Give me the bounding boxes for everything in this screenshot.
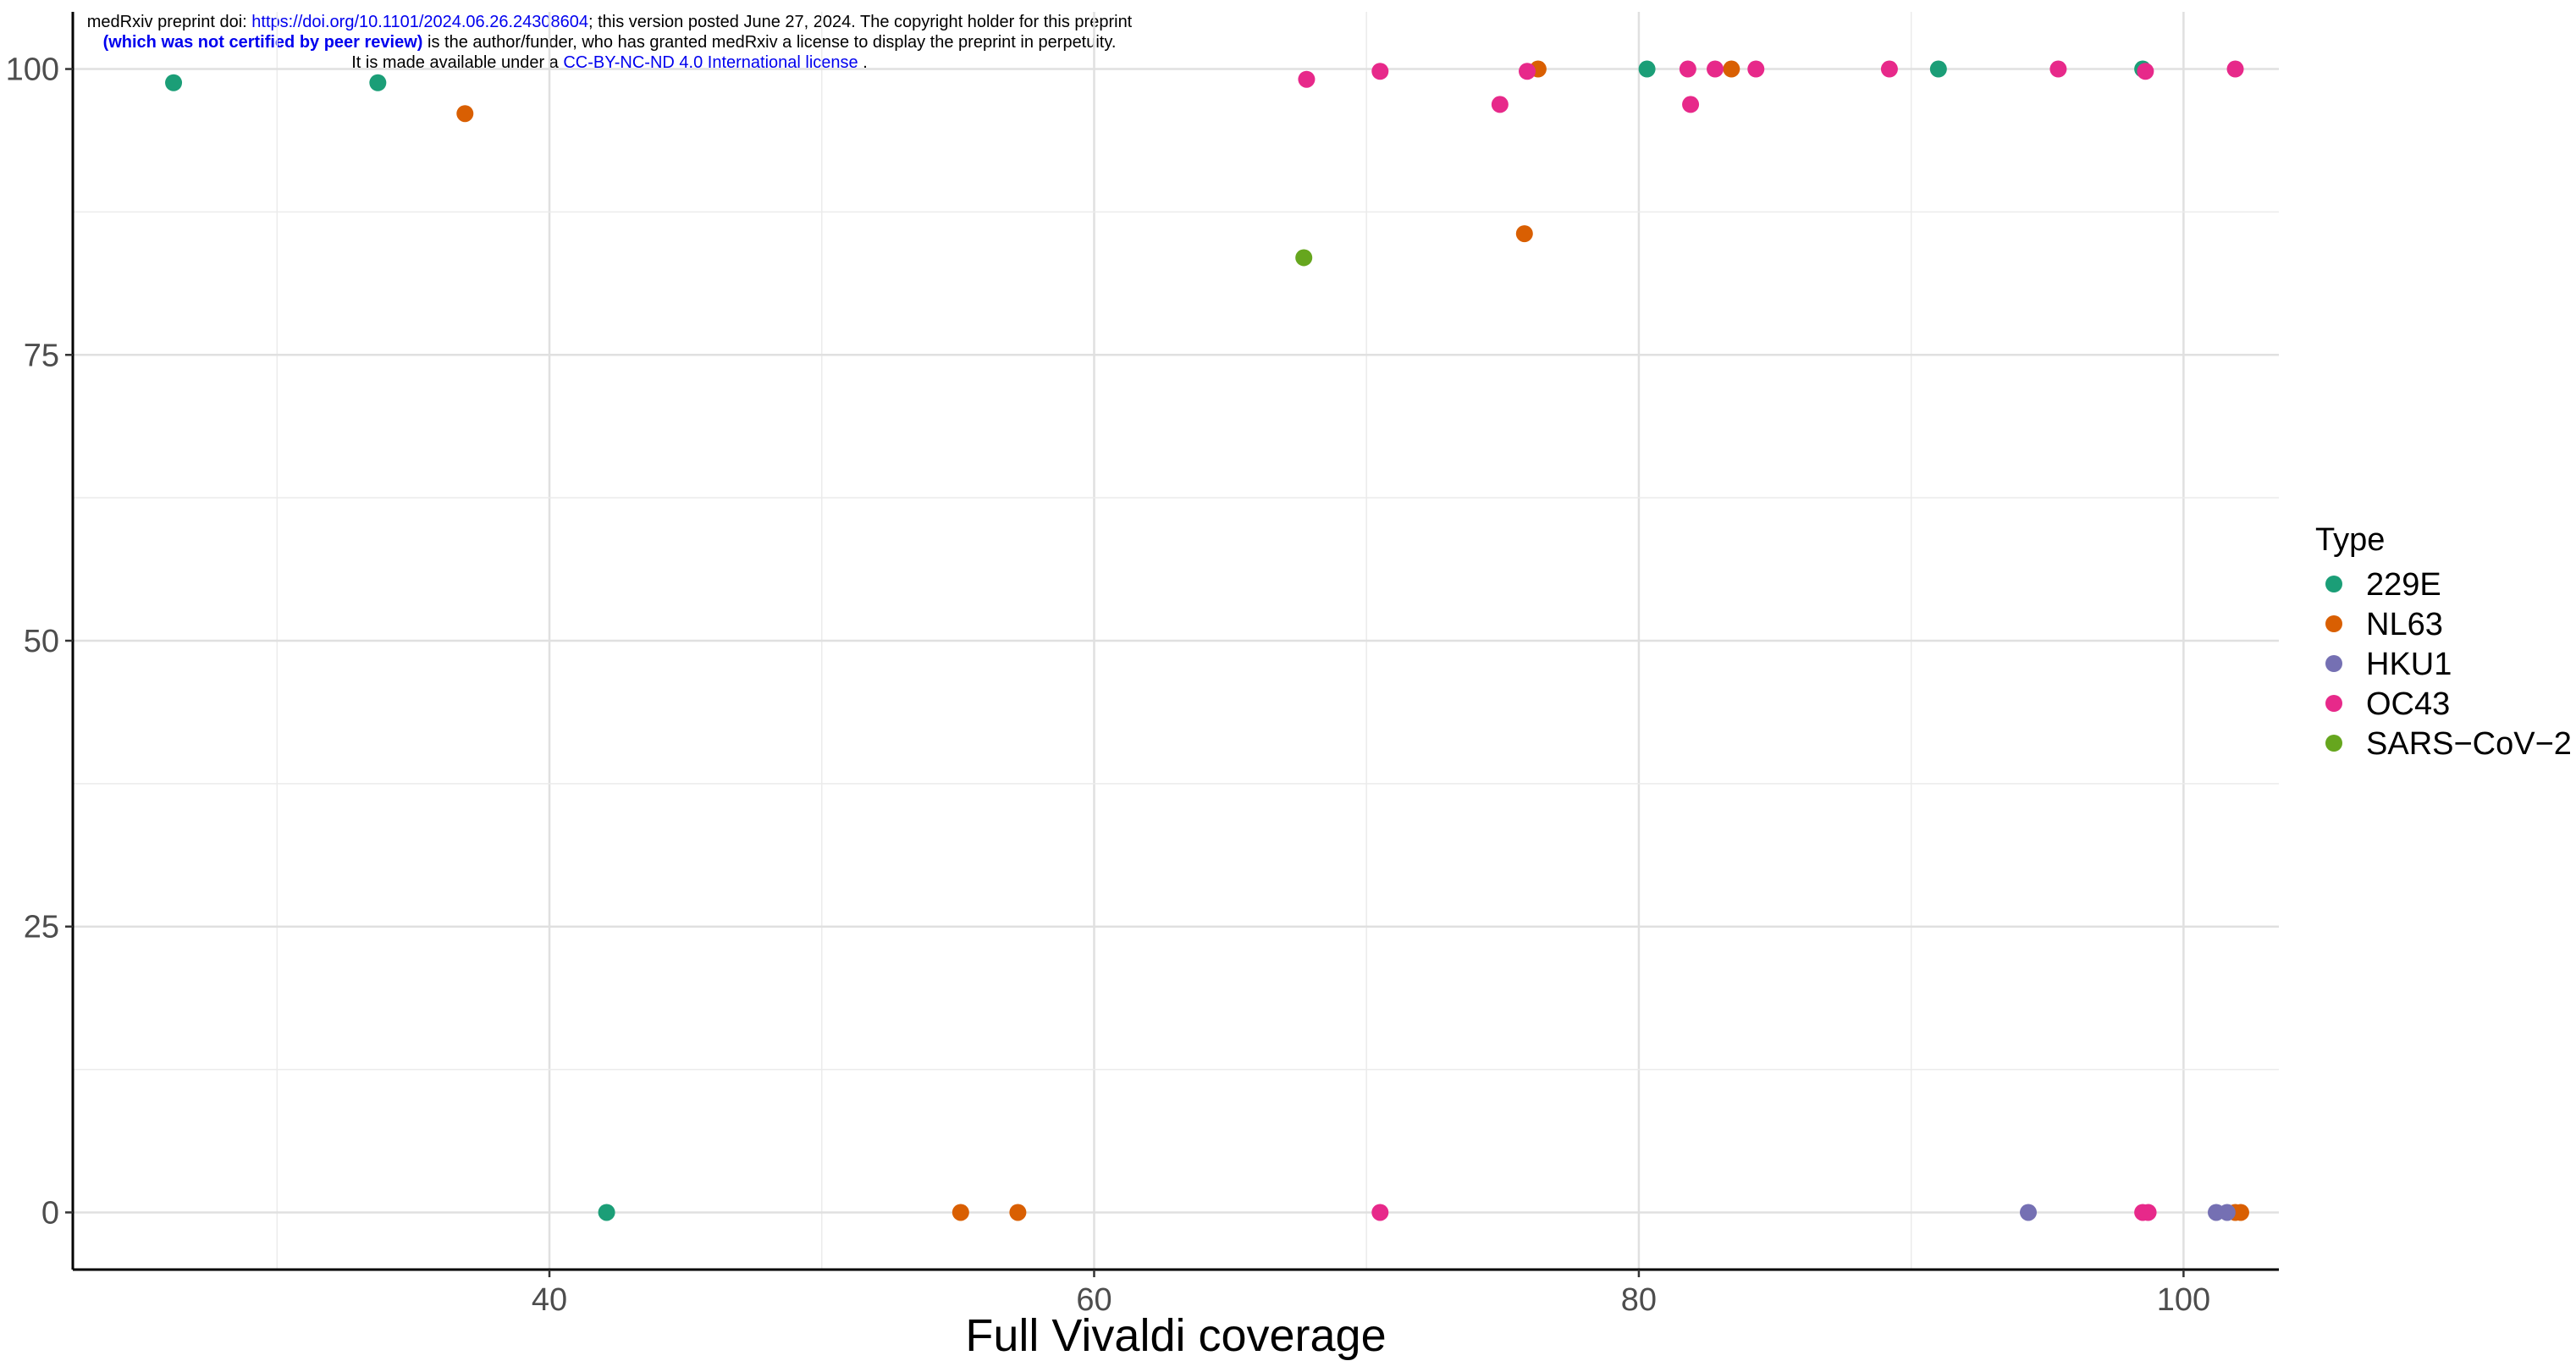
banner-line-2: (which was not certified by peer review)… bbox=[0, 32, 1219, 52]
peer-review-notice[interactable]: (which was not certified by peer review) bbox=[102, 33, 423, 52]
tick-labels: 40 60 80 100 0 25 50 75 100 bbox=[6, 52, 2211, 1318]
legend-key-oc43 bbox=[2325, 695, 2342, 712]
point-oc43 bbox=[1298, 70, 1316, 88]
point-nl63 bbox=[456, 105, 474, 123]
point-oc43 bbox=[1519, 63, 1536, 80]
banner-license-text: is the author/funder, who has granted me… bbox=[422, 33, 1117, 52]
point-oc43 bbox=[2139, 1204, 2157, 1221]
point-oc43 bbox=[1880, 60, 1898, 78]
point-229e bbox=[1929, 60, 1947, 78]
point-oc43 bbox=[1679, 60, 1696, 78]
point-oc43 bbox=[2137, 63, 2154, 80]
banner-line-3: It is made available under a CC-BY-NC-ND… bbox=[0, 52, 1219, 73]
y-tick-label: 75 bbox=[24, 338, 59, 373]
license-link[interactable]: CC-BY-NC-ND 4.0 International license bbox=[563, 53, 858, 72]
y-tick-label: 100 bbox=[6, 52, 59, 88]
point-229e bbox=[1638, 60, 1656, 78]
banner-doi-prefix: medRxiv preprint doi: bbox=[86, 13, 252, 31]
point-nl63 bbox=[2231, 1204, 2249, 1221]
y-tick-label: 50 bbox=[24, 624, 59, 659]
preprint-banner: medRxiv preprint doi: https://doi.org/10… bbox=[0, 12, 1219, 73]
x-tick-label: 40 bbox=[532, 1282, 567, 1318]
point-oc43 bbox=[1747, 60, 1765, 78]
legend-label-229e: 229E bbox=[2366, 567, 2441, 603]
point-oc43 bbox=[2226, 60, 2244, 78]
x-axis-title: Full Vivaldi coverage bbox=[965, 1310, 1386, 1361]
legend: Type 229E NL63 HKU1 OC43 SARS−CoV−2 bbox=[2315, 522, 2572, 762]
point-oc43 bbox=[1371, 1204, 1389, 1221]
legend-label-sars-cov-2: SARS−CoV−2 bbox=[2366, 726, 2572, 762]
doi-link[interactable]: https://doi.org/10.1101/2024.06.26.24308… bbox=[251, 13, 589, 31]
point-sars-cov-2 bbox=[1295, 249, 1313, 267]
point-nl63 bbox=[1515, 225, 1533, 243]
point-nl63 bbox=[1009, 1204, 1027, 1221]
point-229e bbox=[598, 1204, 615, 1221]
point-oc43 bbox=[1707, 60, 1724, 78]
legend-label-oc43: OC43 bbox=[2366, 686, 2450, 722]
y-tick-label: 0 bbox=[41, 1195, 59, 1231]
data-points bbox=[165, 60, 2249, 1221]
banner-period: . bbox=[858, 53, 868, 72]
y-tick-label: 25 bbox=[24, 910, 59, 945]
legend-key-sars-cov-2 bbox=[2325, 735, 2342, 752]
x-tick-label: 100 bbox=[2157, 1282, 2210, 1318]
banner-line-1: medRxiv preprint doi: https://doi.org/10… bbox=[0, 12, 1219, 32]
point-hku1 bbox=[2218, 1204, 2236, 1221]
grid-lines bbox=[73, 12, 2279, 1270]
legend-label-nl63: NL63 bbox=[2366, 607, 2443, 642]
point-oc43 bbox=[2049, 60, 2067, 78]
banner-available-text: It is made available under a bbox=[351, 53, 564, 72]
point-hku1 bbox=[2020, 1204, 2038, 1221]
point-229e bbox=[165, 74, 183, 91]
legend-key-nl63 bbox=[2325, 615, 2342, 632]
x-tick-label: 60 bbox=[1076, 1282, 1111, 1318]
legend-label-hku1: HKU1 bbox=[2366, 647, 2452, 682]
point-oc43 bbox=[1371, 63, 1389, 80]
point-nl63 bbox=[1723, 60, 1740, 78]
point-oc43 bbox=[1491, 96, 1509, 113]
point-nl63 bbox=[952, 1204, 969, 1221]
legend-title: Type bbox=[2315, 522, 2385, 558]
x-tick-label: 80 bbox=[1621, 1282, 1657, 1318]
legend-key-229e bbox=[2325, 576, 2342, 592]
legend-key-hku1 bbox=[2325, 655, 2342, 672]
point-229e bbox=[369, 74, 387, 91]
banner-version-text: ; this version posted June 27, 2024. The… bbox=[588, 13, 1133, 31]
point-oc43 bbox=[1682, 96, 1700, 113]
